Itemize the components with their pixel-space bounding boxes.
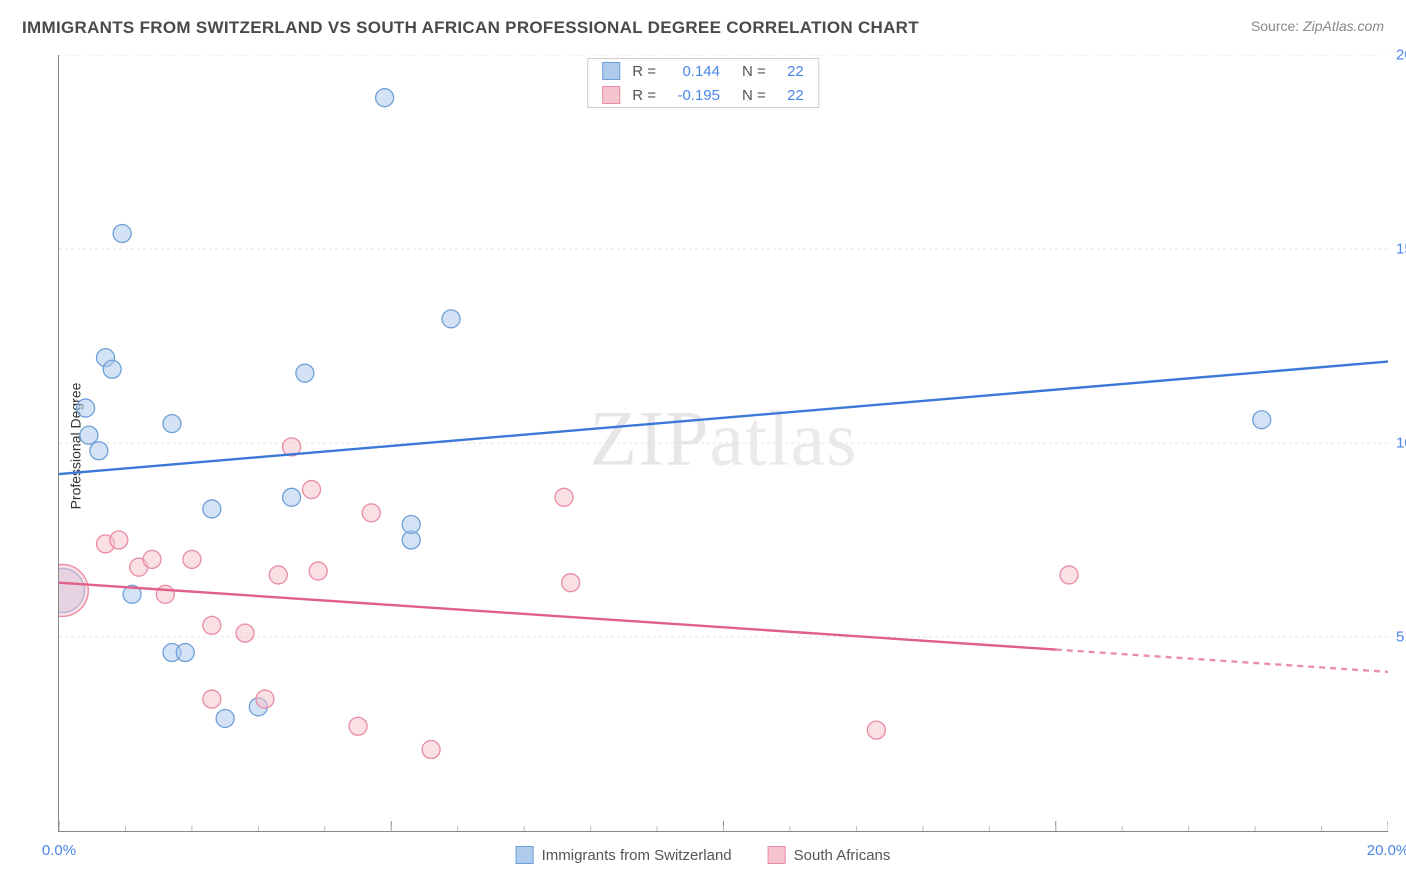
legend-swatch bbox=[602, 86, 620, 104]
chart-title: IMMIGRANTS FROM SWITZERLAND VS SOUTH AFR… bbox=[22, 18, 919, 38]
y-tick-label: 15.0% bbox=[1390, 241, 1406, 258]
plot-area: ZIPatlas 5.0%10.0%15.0%20.0%0.0%20.0% bbox=[58, 55, 1388, 832]
series-legend-item: Immigrants from Switzerland bbox=[516, 846, 732, 864]
series-name: South Africans bbox=[794, 847, 891, 864]
x-tick-label-left: 0.0% bbox=[42, 842, 76, 859]
series-legend: Immigrants from Switzerland South African… bbox=[508, 844, 899, 866]
r-label: R = bbox=[632, 63, 656, 80]
correlation-legend-row: R = 0.144 N = 22 bbox=[588, 59, 818, 83]
scatter-plot-svg bbox=[59, 55, 1388, 831]
n-label: N = bbox=[742, 63, 766, 80]
r-value: 0.144 bbox=[666, 63, 720, 80]
y-tick-label: 20.0% bbox=[1390, 47, 1406, 64]
source-credit: Source: ZipAtlas.com bbox=[1251, 18, 1384, 34]
n-value: 22 bbox=[776, 87, 804, 104]
legend-swatch bbox=[602, 62, 620, 80]
x-tick-label-right: 20.0% bbox=[1367, 842, 1406, 859]
r-label: R = bbox=[632, 87, 656, 104]
y-tick-label: 10.0% bbox=[1390, 435, 1406, 452]
series-name: Immigrants from Switzerland bbox=[542, 847, 732, 864]
legend-swatch bbox=[768, 846, 786, 864]
correlation-legend-row: R = -0.195 N = 22 bbox=[588, 83, 818, 107]
r-value: -0.195 bbox=[666, 87, 720, 104]
y-tick-label: 5.0% bbox=[1390, 629, 1406, 646]
n-label: N = bbox=[742, 87, 766, 104]
n-value: 22 bbox=[776, 63, 804, 80]
correlation-legend: R = 0.144 N = 22 R = -0.195 N = 22 bbox=[587, 58, 819, 108]
source-name: ZipAtlas.com bbox=[1303, 18, 1384, 34]
series-legend-item: South Africans bbox=[768, 846, 891, 864]
source-label: Source: bbox=[1251, 18, 1299, 34]
legend-swatch bbox=[516, 846, 534, 864]
